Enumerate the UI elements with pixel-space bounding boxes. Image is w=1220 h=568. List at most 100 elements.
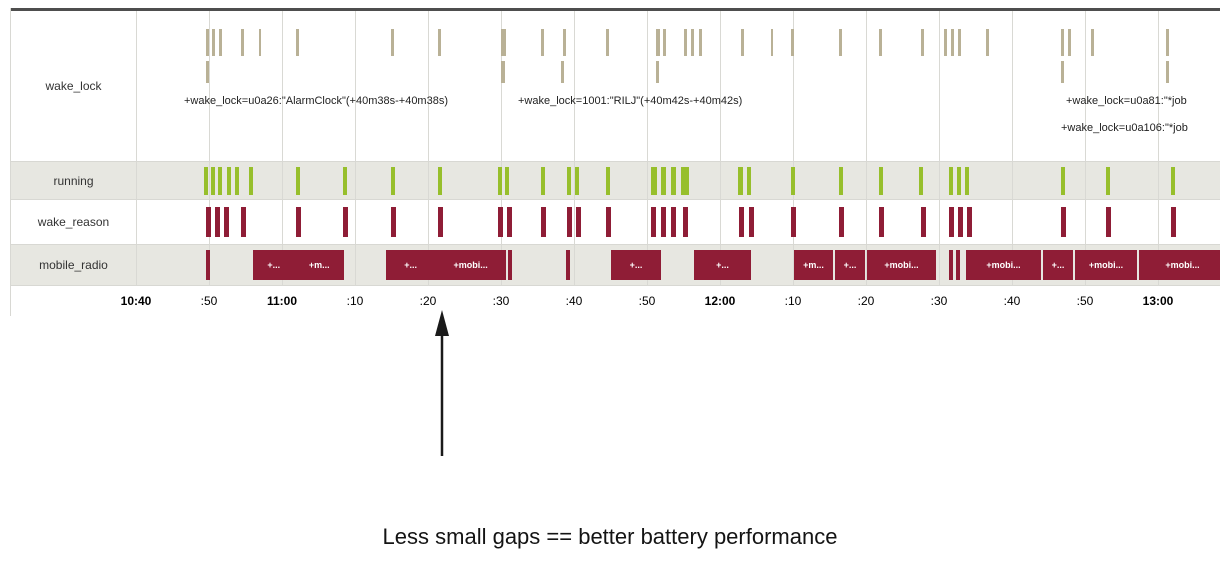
mobile-radio-segment-label: +... xyxy=(404,260,417,270)
mobile-radio-segment-label: +mobi... xyxy=(1165,260,1200,270)
row-label-wake_reason: wake_reason xyxy=(37,215,110,229)
wake-lock-annotation: +wake_lock=1001:"RILJ"(+40m42s-+40m42s) xyxy=(518,95,743,107)
running-tick xyxy=(965,167,969,195)
gridline xyxy=(574,11,575,161)
gridline xyxy=(939,245,940,285)
wake-lock-tick xyxy=(1061,29,1064,56)
gridline xyxy=(720,200,721,244)
running-tick xyxy=(438,167,442,195)
running-tick xyxy=(567,167,571,195)
axis-tick-label: :40 xyxy=(565,294,583,308)
gridline xyxy=(1012,11,1013,161)
gridline xyxy=(939,162,940,199)
gridline xyxy=(939,11,940,161)
mobile-radio-segment xyxy=(956,250,960,280)
gridline xyxy=(1012,200,1013,244)
wake-lock-tick xyxy=(839,29,842,56)
wake_reason-tick xyxy=(606,207,611,237)
mobile-radio-segment: +mobi... xyxy=(966,250,1041,280)
mobile-radio-segment xyxy=(206,250,210,280)
running-tick xyxy=(1171,167,1175,195)
gridline xyxy=(1085,162,1086,199)
gridline xyxy=(866,245,867,285)
wake-lock-tick xyxy=(1061,61,1064,83)
gridline xyxy=(282,162,283,199)
running-tick xyxy=(575,167,579,195)
gridline xyxy=(428,200,429,244)
running-tick xyxy=(235,167,239,195)
gridline xyxy=(574,245,575,285)
wake-lock-tick xyxy=(606,29,609,56)
running-tick xyxy=(738,167,743,195)
running-tick xyxy=(1106,167,1110,195)
gridline xyxy=(282,200,283,244)
axis-tick-label: :50 xyxy=(200,294,218,308)
axis-tick-label: :40 xyxy=(1003,294,1021,308)
wake-lock-tick xyxy=(986,29,989,56)
gridline xyxy=(866,11,867,161)
wake-lock-tick xyxy=(438,29,441,56)
gridline xyxy=(136,11,137,161)
gridline xyxy=(136,162,137,199)
mobile-radio-segment: +... +m... xyxy=(253,250,344,280)
mobile-radio-segment: +mobi... xyxy=(1139,250,1220,280)
wake_reason-tick xyxy=(391,207,396,237)
running-tick xyxy=(957,167,961,195)
gridline xyxy=(1158,11,1159,161)
wake-lock-tick xyxy=(1166,61,1169,83)
running-tick xyxy=(671,167,676,195)
gridline xyxy=(355,162,356,199)
running-tick xyxy=(498,167,502,195)
wake_reason-tick xyxy=(949,207,954,237)
wake_reason-tick xyxy=(343,207,348,237)
row-label-running: running xyxy=(53,173,94,188)
axis-tick-label: 11:00 xyxy=(266,294,298,308)
wake_reason-tick xyxy=(683,207,688,237)
wake_reason-tick xyxy=(791,207,796,237)
running-tick xyxy=(227,167,231,195)
running-tick xyxy=(296,167,300,195)
gridline xyxy=(574,162,575,199)
wake_reason-tick xyxy=(651,207,656,237)
gridline xyxy=(574,200,575,244)
wake-lock-tick xyxy=(391,29,394,56)
gridline xyxy=(720,162,721,199)
gridline xyxy=(1012,162,1013,199)
mobile-radio-segment xyxy=(508,250,512,280)
row-running: running xyxy=(11,162,1220,200)
wake-lock-tick xyxy=(561,61,564,83)
gridline xyxy=(866,200,867,244)
wake-lock-tick xyxy=(541,29,544,56)
running-tick xyxy=(391,167,395,195)
row-plot-wake_lock: +wake_lock=u0a26:"AlarmClock"(+40m38s-+4… xyxy=(136,11,1220,161)
gridline xyxy=(647,11,648,161)
running-tick xyxy=(211,167,215,195)
gridline xyxy=(793,245,794,285)
mobile-radio-segment: +mobi... xyxy=(1075,250,1137,280)
gridline xyxy=(209,11,210,161)
running-tick xyxy=(651,167,657,195)
wake-lock-tick xyxy=(1091,29,1094,56)
wake_reason-tick xyxy=(567,207,572,237)
wake-lock-tick xyxy=(501,61,505,83)
wake_reason-tick xyxy=(1171,207,1176,237)
axis-tick-label: 13:00 xyxy=(1142,294,1174,308)
wake_reason-tick xyxy=(1061,207,1066,237)
mobile-radio-segment-label: +mobi... xyxy=(1088,260,1124,270)
gridline xyxy=(501,11,502,161)
mobile-radio-segment-label: +mobi... xyxy=(986,260,1021,270)
row-mobile_radio: mobile_radio +... +m... +... +mobi... +... +.… xyxy=(11,245,1220,286)
wake_reason-tick xyxy=(839,207,844,237)
mobile-radio-segment-label: +... xyxy=(1051,260,1065,270)
axis-tick-label: :30 xyxy=(930,294,948,308)
time-axis: 10:40:50 11:00:10:20:30:40:50 12:00:10:20:… xyxy=(11,286,1220,316)
gridline xyxy=(793,11,794,161)
running-tick xyxy=(249,167,253,195)
wake_reason-tick xyxy=(749,207,754,237)
wake_reason-tick xyxy=(206,207,211,237)
caption: Less small gaps == better battery perfor… xyxy=(382,524,838,549)
running-tick xyxy=(919,167,923,195)
gridline xyxy=(939,200,940,244)
row-plot-mobile_radio: +... +m... +... +mobi... +... +... +m... +... +m… xyxy=(136,245,1220,285)
